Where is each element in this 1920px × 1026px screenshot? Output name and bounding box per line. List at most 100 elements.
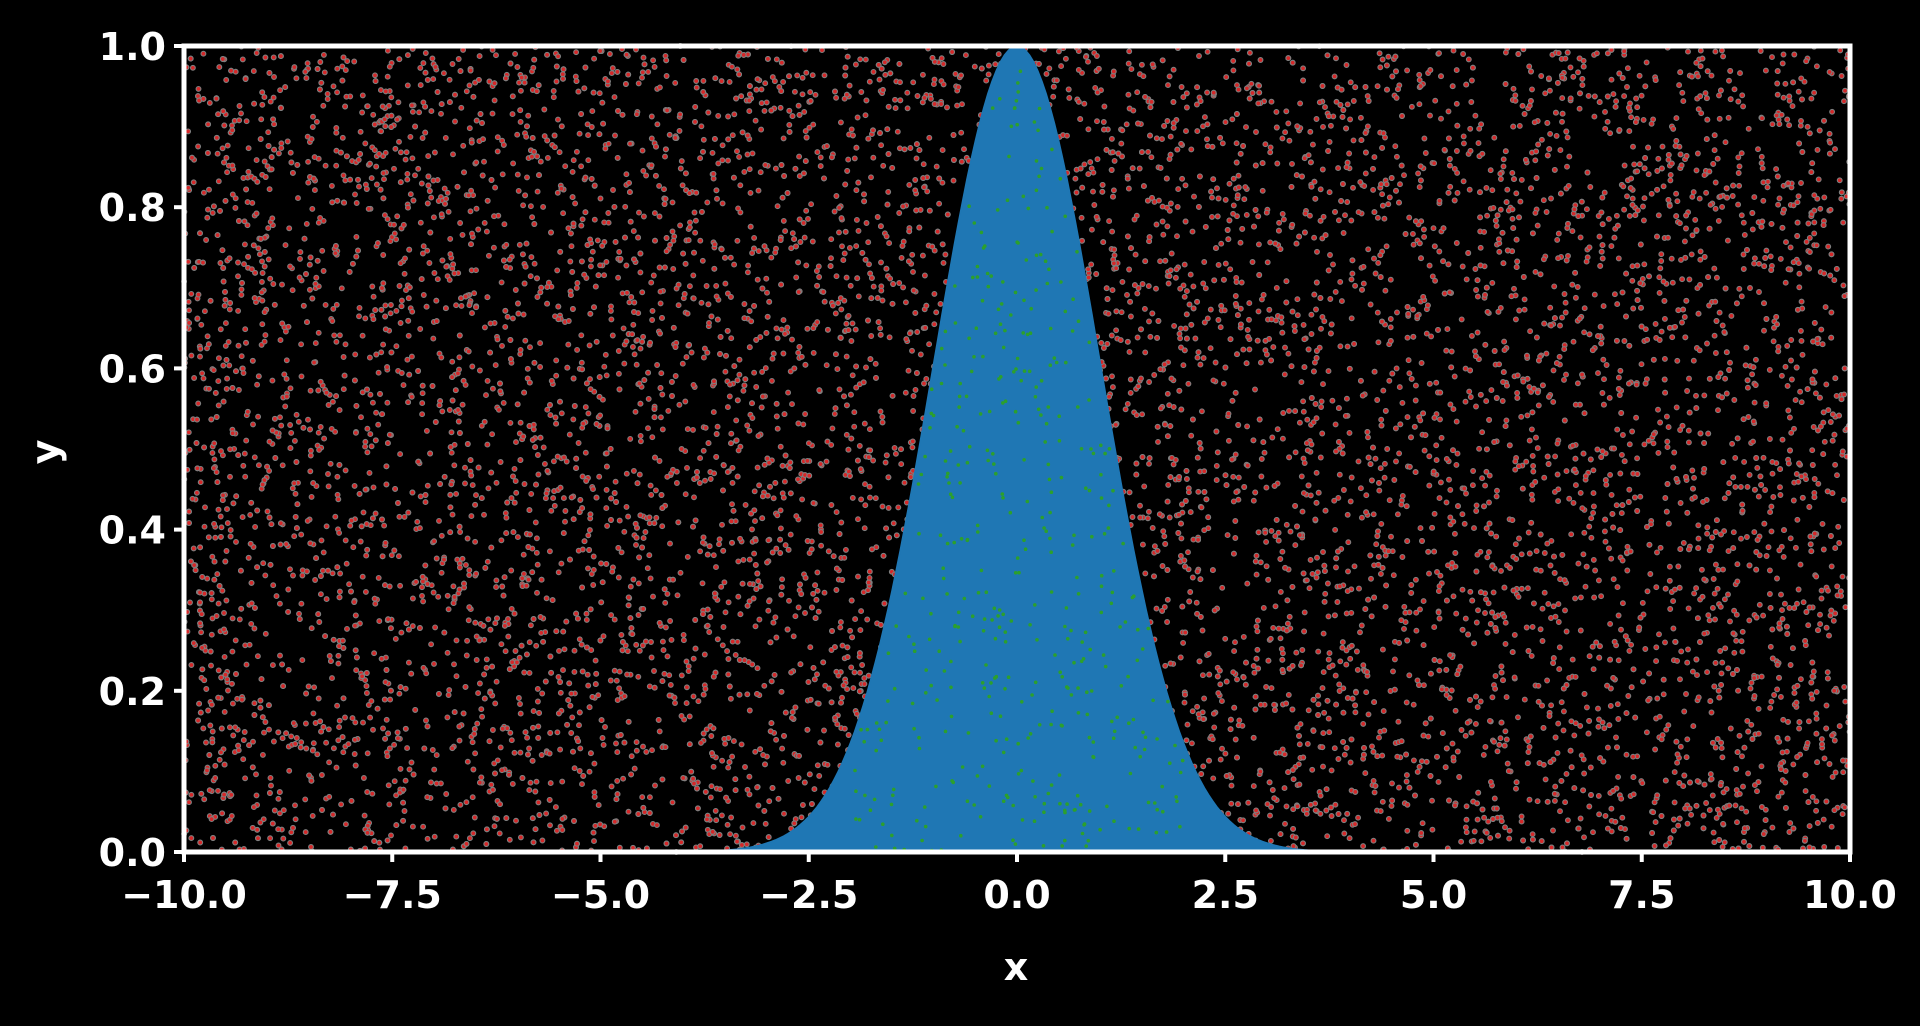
scatter-point <box>473 657 480 663</box>
scatter-point <box>1196 53 1202 59</box>
scatter-point <box>217 513 224 520</box>
scatter-point <box>1661 355 1668 362</box>
scatter-point <box>746 166 753 173</box>
scatter-point <box>615 574 622 581</box>
scatter-point <box>1674 759 1681 766</box>
scatter-point <box>444 714 451 721</box>
scatter-point <box>1482 482 1489 489</box>
scatter-point <box>379 411 386 418</box>
scatter-point <box>1630 143 1636 150</box>
scatter-point <box>1438 115 1444 122</box>
scatter-point <box>931 290 938 297</box>
scatter-point <box>565 225 572 232</box>
scatter-point <box>724 821 731 828</box>
scatter-point <box>1483 468 1490 475</box>
scatter-point <box>1779 749 1786 756</box>
scatter-point <box>777 525 784 532</box>
scatter-point <box>1581 329 1588 336</box>
scatter-point <box>1664 438 1671 445</box>
scatter-point <box>1337 278 1344 285</box>
scatter-point <box>656 84 663 91</box>
scatter-point <box>596 90 603 97</box>
scatter-point <box>1238 279 1245 286</box>
scatter-point <box>801 108 808 115</box>
scatter-point <box>1720 566 1726 573</box>
scatter-point <box>1524 412 1531 419</box>
scatter-point <box>1253 129 1259 135</box>
scatter-point <box>829 425 836 432</box>
scatter-point <box>497 744 504 751</box>
scatter-point <box>734 237 741 244</box>
scatter-point <box>633 541 639 548</box>
scatter-point <box>1629 428 1636 435</box>
scatter-point <box>909 347 915 354</box>
scatter-point <box>798 814 805 821</box>
scatter-point <box>1351 563 1358 570</box>
scatter-point <box>754 464 761 471</box>
scatter-point <box>551 502 558 509</box>
scatter-point <box>1109 228 1116 235</box>
scatter-point <box>898 254 905 261</box>
scatter-point <box>1392 425 1399 432</box>
scatter-point <box>517 701 523 707</box>
scatter-point <box>1342 212 1348 219</box>
scatter-point <box>1264 259 1271 266</box>
scatter-point <box>1797 327 1804 334</box>
scatter-point <box>1826 761 1833 767</box>
scatter-point <box>1738 638 1745 645</box>
scatter-point <box>607 307 614 314</box>
scatter-point <box>1421 135 1428 142</box>
scatter-point <box>1807 533 1814 540</box>
scatter-point <box>1766 436 1773 442</box>
scatter-point <box>1817 621 1824 628</box>
scatter-point <box>439 408 446 415</box>
scatter-point <box>223 77 230 83</box>
scatter-point <box>1809 447 1816 454</box>
scatter-point <box>1331 745 1338 752</box>
scatter-point <box>1805 718 1812 725</box>
scatter-point <box>621 528 628 535</box>
scatter-point <box>645 395 652 402</box>
scatter-point <box>1453 461 1460 468</box>
scatter-point <box>837 119 844 126</box>
scatter-point <box>1692 216 1699 223</box>
scatter-point <box>1679 319 1685 326</box>
scatter-point <box>578 163 585 170</box>
scatter-point <box>1773 166 1780 173</box>
scatter-point <box>386 583 393 590</box>
scatter-point <box>631 351 638 358</box>
scatter-point <box>1792 397 1799 404</box>
scatter-point <box>697 237 704 244</box>
scatter-point <box>611 94 618 101</box>
scatter-point <box>251 700 258 707</box>
scatter-point <box>1673 190 1680 197</box>
scatter-point <box>735 593 742 600</box>
scatter-point <box>1365 246 1372 253</box>
scatter-point <box>1431 624 1438 631</box>
scatter-point <box>494 757 501 764</box>
scatter-point <box>837 619 844 626</box>
scatter-point <box>1327 122 1334 129</box>
scatter-point <box>1591 113 1598 120</box>
scatter-point <box>325 483 332 490</box>
scatter-point <box>1126 266 1133 273</box>
scatter-point <box>834 721 841 728</box>
scatter-point <box>1681 314 1688 320</box>
scatter-point <box>1405 357 1412 364</box>
scatter-point <box>778 326 785 333</box>
scatter-point <box>188 835 195 842</box>
scatter-point <box>1142 349 1149 356</box>
scatter-point <box>1140 73 1147 80</box>
scatter-point <box>1758 153 1765 160</box>
scatter-point <box>1751 399 1758 406</box>
scatter-point <box>1639 780 1646 787</box>
scatter-point <box>495 406 502 413</box>
scatter-point <box>1300 321 1307 328</box>
scatter-point <box>615 348 622 354</box>
scatter-point <box>920 161 927 168</box>
scatter-point <box>1356 585 1362 592</box>
scatter-point <box>735 558 742 565</box>
scatter-point <box>285 666 292 673</box>
scatter-point <box>940 259 947 266</box>
scatter-point <box>419 592 425 599</box>
